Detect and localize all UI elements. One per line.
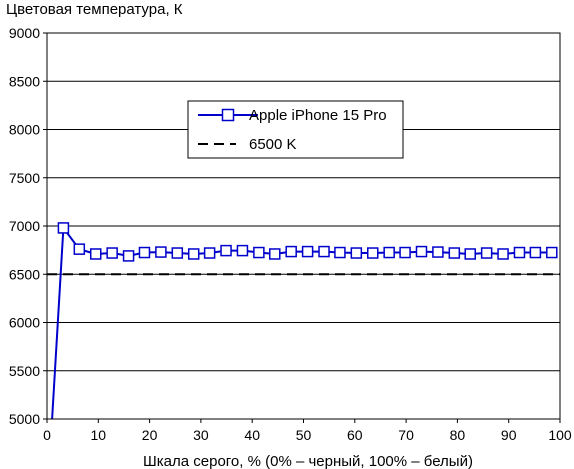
x-tick-label: 80: [450, 427, 466, 443]
data-point: [464, 248, 476, 260]
data-point: [89, 248, 102, 260]
legend: Apple iPhone 15 Pro 6500 K: [187, 100, 404, 159]
legend-label-iphone: Apple iPhone 15 Pro: [249, 107, 387, 124]
iphone-series: [51, 222, 558, 420]
x-tick-label: 30: [193, 427, 209, 443]
data-point: [106, 247, 118, 259]
x-tick-label: 20: [142, 427, 158, 443]
data-point: [350, 247, 363, 259]
data-point: [415, 245, 428, 258]
x-tick-label: 50: [296, 427, 312, 443]
x-tick-label: 90: [501, 427, 517, 443]
data-point: [318, 245, 330, 258]
data-point: [497, 248, 509, 260]
data-point: [546, 246, 558, 259]
data-point: [269, 248, 281, 260]
y-tick-label: 6000: [9, 315, 40, 331]
plot-area-border: [46, 32, 561, 420]
x-tick-label: 70: [398, 427, 414, 443]
y-tick-label: 9000: [9, 25, 40, 41]
data-point: [285, 245, 297, 258]
data-point: [236, 244, 249, 257]
data-point: [448, 247, 461, 259]
data-point: [432, 246, 444, 258]
data-point: [383, 246, 395, 259]
legend-label-6500k: 6500 K: [249, 136, 297, 153]
data-point: [122, 250, 135, 262]
data-point: [513, 246, 526, 259]
data-point: [203, 247, 216, 259]
data-point: [171, 247, 184, 259]
x-axis-ticks: 0 10 20 30 40 50 60 70 80 90 100: [43, 419, 572, 443]
y-tick-label: 7000: [9, 218, 40, 234]
y-tick-label: 5000: [9, 411, 40, 427]
x-tick-label: 0: [43, 427, 51, 443]
data-point: [138, 246, 151, 259]
x-axis-title: Шкала серого, % (0% – черный, 100% – бел…: [143, 453, 473, 469]
y-tick-label: 5500: [9, 363, 40, 379]
data-point: [301, 245, 314, 258]
x-tick-label: 40: [244, 427, 260, 443]
x-tick-label: 60: [347, 427, 363, 443]
data-point: [529, 246, 542, 259]
chart-title: Цветовая температура, К: [6, 1, 183, 18]
y-tick-label: 7500: [9, 170, 40, 186]
y-tick-label: 6500: [9, 266, 40, 282]
data-point: [367, 247, 379, 259]
data-point: [220, 244, 232, 257]
y-axis-ticks: 5000 5500 6000 6500 7000 7500 8000 8500 9000: [9, 25, 47, 427]
data-point: [73, 243, 86, 255]
x-tick-label: 10: [91, 427, 107, 443]
data-point: [334, 246, 346, 259]
data-point: [187, 248, 200, 260]
x-tick-label: 100: [548, 427, 572, 443]
legend-marker-iphone: [221, 108, 235, 122]
data-point: [253, 246, 265, 259]
data-point: [480, 247, 493, 259]
data-point: [399, 246, 411, 259]
data-point: [155, 246, 167, 258]
y-tick-label: 8500: [9, 73, 40, 89]
y-tick-label: 8000: [9, 122, 40, 138]
data-point: [57, 222, 70, 234]
